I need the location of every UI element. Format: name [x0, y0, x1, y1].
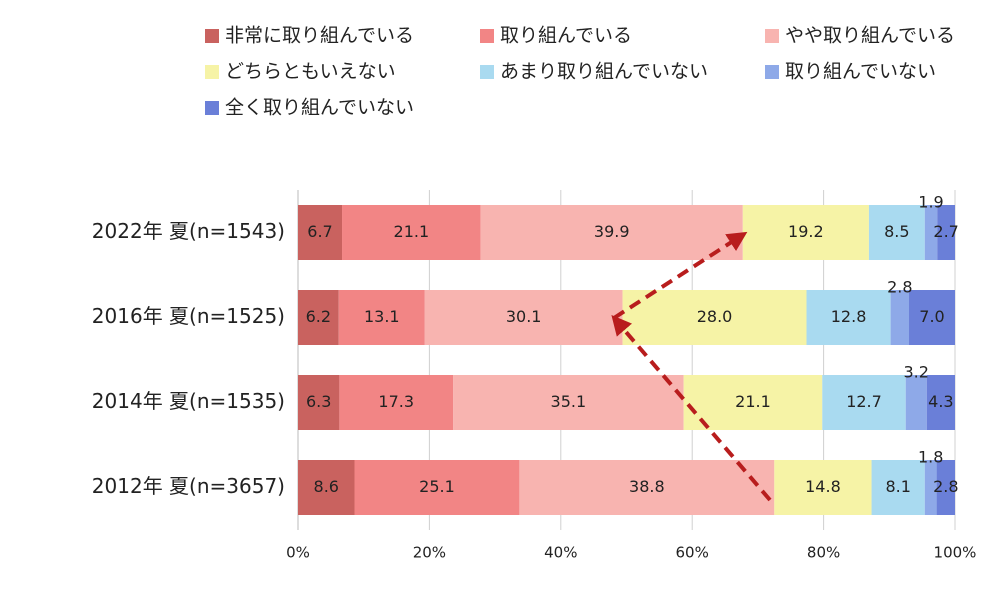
bar-segment	[338, 290, 425, 345]
legend-label: やや取り組んでいる	[785, 25, 955, 47]
value-label: 21.1	[394, 222, 430, 241]
value-label: 30.1	[506, 307, 542, 326]
value-label: 7.0	[919, 307, 944, 326]
bar-segment	[871, 460, 925, 515]
value-label: 1.9	[918, 193, 943, 212]
bar-segment	[742, 205, 869, 260]
value-label: 8.5	[884, 222, 909, 241]
value-label: 35.1	[551, 392, 587, 411]
legend-swatch	[205, 29, 219, 43]
bar-segment	[905, 375, 927, 430]
legend-label: 非常に取り組んでいる	[225, 25, 414, 47]
legend-swatch	[205, 65, 219, 79]
bar-segment	[774, 460, 872, 515]
value-label: 12.8	[831, 307, 867, 326]
bar-segment	[354, 460, 520, 515]
bar-segment	[822, 375, 906, 430]
legend-swatch	[480, 65, 494, 79]
bar-segment	[806, 290, 891, 345]
value-label: 6.2	[306, 307, 331, 326]
value-label: 17.3	[378, 392, 414, 411]
legend-label: どちらともいえない	[225, 61, 396, 83]
bar-segment	[298, 460, 355, 515]
bar-segment	[298, 205, 343, 260]
bar-segment	[909, 290, 955, 345]
value-label: 4.3	[928, 392, 953, 411]
bar-segment	[924, 460, 937, 515]
bar-segment	[683, 375, 823, 430]
bar-segment	[342, 205, 481, 260]
trend-arrow	[611, 314, 772, 502]
bar-segment	[453, 375, 684, 430]
value-label: 6.3	[306, 392, 331, 411]
value-label: 12.7	[846, 392, 882, 411]
value-label: 3.2	[904, 363, 929, 382]
value-label: 1.8	[918, 448, 943, 467]
bar-segment	[424, 290, 623, 345]
value-label: 13.1	[364, 307, 400, 326]
value-label: 14.8	[805, 477, 841, 496]
value-label: 25.1	[419, 477, 455, 496]
value-label: 38.8	[629, 477, 665, 496]
bar-segment	[936, 460, 955, 515]
bar-segment	[298, 375, 340, 430]
bar-segment	[298, 290, 339, 345]
bar-segment	[924, 205, 938, 260]
value-label: 2.7	[933, 222, 958, 241]
bar-segment	[622, 290, 807, 345]
bar-segment	[868, 205, 925, 260]
y-tick-label: 2012年 夏(n=3657)	[92, 474, 285, 498]
legend-swatch	[480, 29, 494, 43]
legend-swatch	[205, 101, 219, 115]
x-tick-label: 0%	[286, 544, 310, 562]
value-label: 19.2	[788, 222, 824, 241]
value-label: 8.6	[314, 477, 339, 496]
trend-arrow	[612, 231, 748, 320]
value-label: 2.8	[933, 477, 958, 496]
x-tick-label: 80%	[807, 544, 840, 562]
bar-segment	[339, 375, 454, 430]
bar-segment	[890, 290, 910, 345]
legend-label: 全く取り組んでいない	[225, 97, 414, 119]
x-tick-label: 100%	[934, 544, 977, 562]
legend-label: あまり取り組んでいない	[500, 61, 708, 83]
x-tick-label: 40%	[544, 544, 577, 562]
value-label: 39.9	[594, 222, 630, 241]
value-label: 21.1	[735, 392, 771, 411]
bar-segment	[937, 205, 955, 260]
value-label: 2.8	[887, 278, 912, 297]
bar-segment	[926, 375, 955, 430]
legend-swatch	[765, 65, 779, 79]
bar-segment	[519, 460, 775, 515]
x-tick-label: 20%	[413, 544, 446, 562]
legend-swatch	[765, 29, 779, 43]
y-tick-label: 2022年 夏(n=1543)	[92, 219, 285, 243]
y-tick-label: 2016年 夏(n=1525)	[92, 304, 285, 328]
bar-segment	[480, 205, 743, 260]
legend-label: 取り組んでいる	[500, 25, 632, 47]
value-label: 28.0	[697, 307, 733, 326]
y-tick-label: 2014年 夏(n=1535)	[92, 389, 285, 413]
x-tick-label: 60%	[676, 544, 709, 562]
value-label: 6.7	[307, 222, 332, 241]
legend-label: 取り組んでいない	[785, 61, 936, 83]
value-label: 8.1	[885, 477, 910, 496]
